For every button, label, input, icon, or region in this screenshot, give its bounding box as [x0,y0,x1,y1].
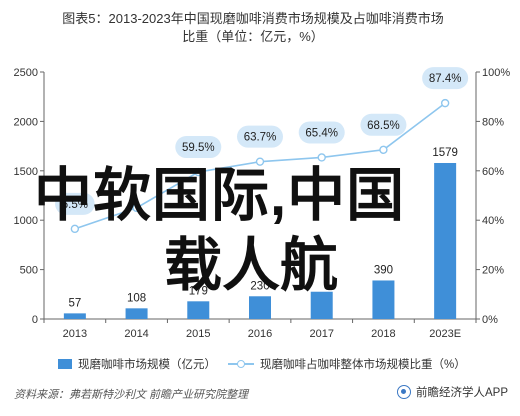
line-label-bubble [298,121,345,144]
bar-data-label: 108 [127,292,146,304]
x-tick-label: 2014 [124,328,148,340]
y-left-tick-label: 0 [32,314,38,326]
bar [434,162,457,319]
line-point [132,203,141,213]
legend-item-bar: 现磨咖啡市场规模（亿元） [58,356,216,372]
chart-title: 图表5：2013-2023年中国现磨咖啡消费市场规模及占咖啡消费市场 比重（单位… [8,10,498,46]
brand: 前瞻经济学人APP [396,384,508,400]
line-data-label: 87.4% [429,73,462,85]
bar-data-label: 230 [250,280,269,292]
bar [310,291,333,319]
y-left-tick-label: 1000 [14,215,38,227]
title-line-1: 图表5：2013-2023年中国现磨咖啡消费市场规模及占咖啡消费市场 [62,11,444,26]
bar-data-label: 390 [374,264,393,276]
title-line-2: 比重（单位：亿元，%） [182,29,324,44]
line-point [70,224,80,234]
line-label-bubble [237,125,283,148]
y-left-tick-label: 2500 [14,67,38,79]
line-data-label: 59.5% [182,142,215,154]
legend-bar-label: 现磨咖啡市场规模（亿元） [78,359,216,371]
x-tick-label: 2018 [371,328,395,340]
bar [249,296,271,319]
y-right-tick-label: 60% [482,166,504,178]
x-tick-label: 2015 [186,328,210,340]
source-note: 资料来源：弗若斯特沙利文 前瞻产业研究院整理 [14,389,249,401]
brand-logo-icon [396,385,411,399]
bar [372,280,395,319]
x-tick-label: 2023E [429,328,461,340]
y-right-tick-label: 20% [482,265,504,277]
line-label-bubble [422,67,469,90]
line-label-bubble [175,136,222,159]
y-right-tick-label: 40% [482,215,504,227]
x-tick-label: 2013 [63,328,87,340]
x-tick-label: 2017 [309,328,333,340]
bar-data-label: 1579 [432,147,458,159]
y-right-tick-label: 100% [482,67,510,79]
bar [187,301,210,319]
line-point [440,98,450,108]
bar [125,308,148,319]
y-left-tick-label: 500 [20,265,38,277]
brand-name: 前瞻经济学人APP [415,387,508,399]
line-point [317,153,326,162]
bar-data-label: 57 [68,297,81,309]
line-data-label: 68.5% [367,120,400,132]
line-label-bubble [55,192,95,215]
line-data-label: 63.7% [244,132,277,144]
bar-data-label: 179 [189,285,208,297]
y-left-tick-label: 2000 [14,116,38,128]
y-right-tick-label: 80% [482,116,504,128]
line-label-bubble [360,113,407,136]
legend-item-line: 现磨咖啡占咖啡整体市场规模比重（%） [228,356,466,372]
legend-line-swatch [228,359,254,369]
line-data-label: 65.4% [305,127,338,139]
bar [63,313,86,319]
y-left-tick-label: 1500 [14,166,38,178]
line-data-label: 6.5% [62,199,88,211]
legend: 现磨咖啡市场规模（亿元） 现磨咖啡占咖啡整体市场规模比重（%） [0,356,520,376]
y-right-tick-label: 0% [482,314,498,326]
line-point [379,145,388,155]
x-tick-label: 2016 [248,328,272,340]
line-point [194,167,203,177]
legend-line-label: 现磨咖啡占咖啡整体市场规模比重（%） [260,359,466,371]
line-point [255,157,265,166]
legend-bar-swatch [58,359,72,369]
